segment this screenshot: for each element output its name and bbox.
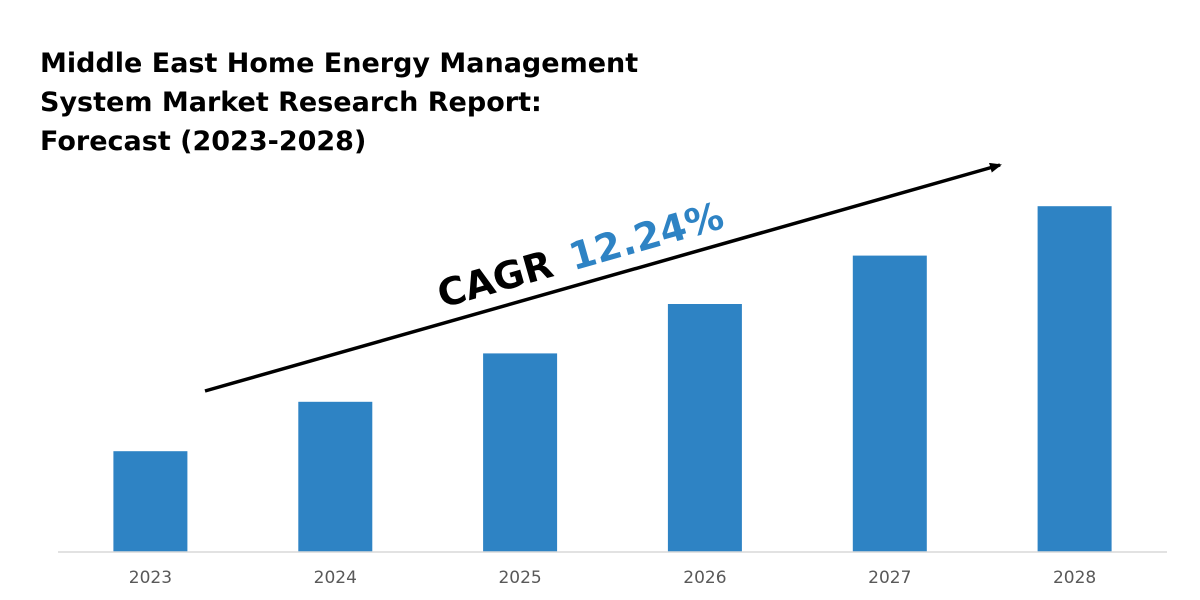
bar-2026 (667, 304, 742, 552)
x-axis-tick-labels: 2023 2024 2025 2026 2027 2028 (129, 568, 1096, 588)
x-tick-label-2023: 2023 (129, 568, 172, 588)
title-line-1: Middle East Home Energy Management (40, 48, 638, 79)
x-tick-label-2027: 2027 (868, 568, 911, 588)
x-tick-label-2024: 2024 (314, 568, 357, 588)
x-tick-label-2025: 2025 (498, 568, 541, 588)
bar-2023 (113, 451, 188, 552)
x-tick-label-2028: 2028 (1053, 568, 1096, 588)
bar-2024 (298, 401, 373, 552)
bar-2028 (1037, 206, 1112, 552)
x-tick-label-2026: 2026 (683, 568, 726, 588)
cagr-label: CAGR (432, 242, 557, 317)
chart-title: Middle East Home Energy Management Syste… (39, 47, 640, 159)
cagr-trend-arrow (204, 162, 1002, 393)
title-line-3: Forecast (2023-2028) (40, 126, 366, 157)
bars (113, 206, 1112, 552)
bar-2025 (483, 353, 558, 552)
title-line-2: System Market Research Report: (40, 87, 542, 118)
bar-2027 (852, 255, 927, 552)
